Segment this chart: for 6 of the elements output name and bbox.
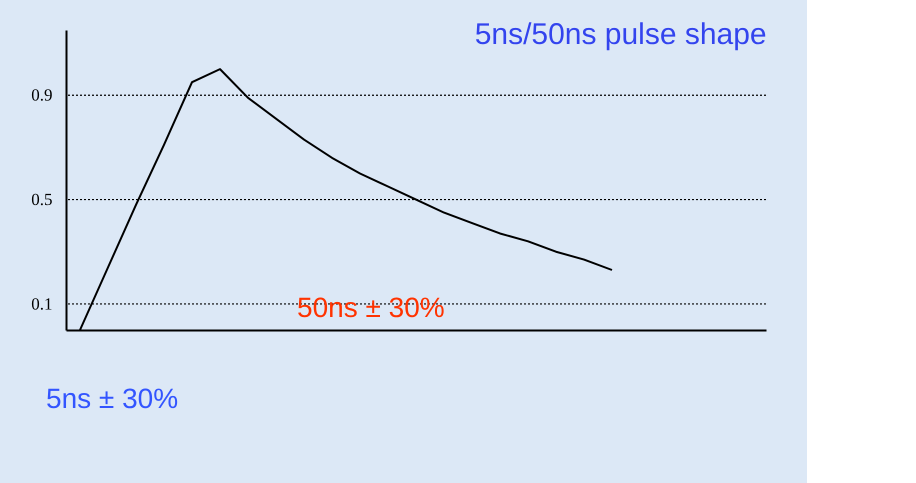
y-tick-label: 0.5 [31, 190, 52, 210]
y-tick-label: 0.9 [31, 86, 52, 105]
chart-title: 5ns/50ns pulse shape [474, 18, 767, 51]
y-tick-label: 0.1 [31, 294, 52, 314]
text: 5ns ± 30% [46, 383, 178, 414]
annotation: 50ns ± 30% [297, 292, 445, 323]
